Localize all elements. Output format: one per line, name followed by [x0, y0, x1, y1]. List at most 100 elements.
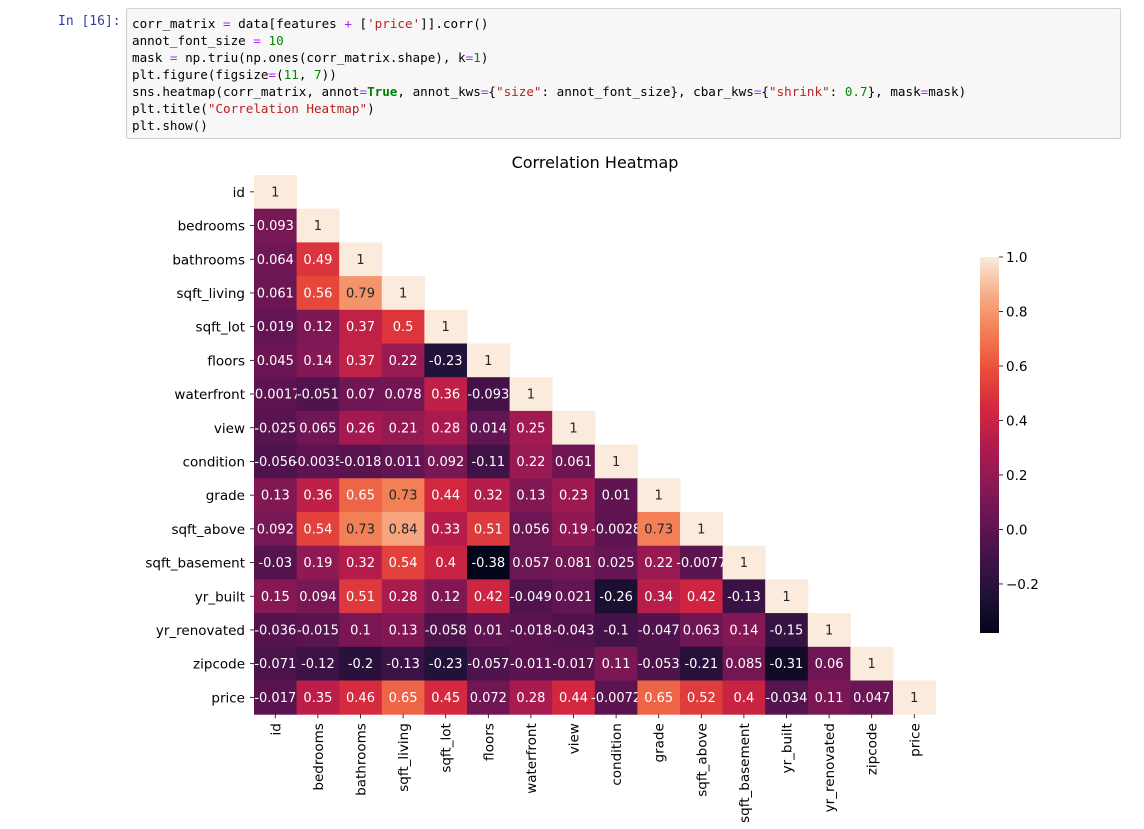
code-token: plt.title( [132, 101, 208, 116]
heatmap-cell-label: 0.42 [474, 590, 503, 605]
heatmap-cell [296, 545, 340, 580]
code-token: = [223, 16, 231, 31]
heatmap-cell [637, 512, 681, 547]
code-token: , [298, 67, 315, 82]
x-tick-label: bedrooms [311, 723, 327, 790]
heatmap-cell [296, 377, 340, 412]
heatmap-cell [765, 613, 809, 648]
heatmap-cell [381, 410, 425, 446]
heatmap-cell [594, 545, 638, 580]
code-token: 11 [283, 67, 299, 82]
heatmap-cell [509, 646, 553, 681]
heatmap-cell [254, 579, 298, 614]
heatmap-cell-label: -0.017 [254, 691, 296, 706]
heatmap-cell-label: 0.025 [597, 556, 634, 571]
heatmap-cell [509, 377, 553, 412]
heatmap-cell-label: 1 [271, 185, 279, 200]
heatmap-cell [424, 512, 468, 547]
code-token: ]].corr() [420, 16, 489, 31]
heatmap-cell-label: 0.37 [346, 354, 375, 369]
code-token: = [268, 67, 277, 82]
heatmap-cell [680, 579, 724, 614]
code-cell[interactable]: corr_matrix = data[features + ['price']]… [126, 8, 1121, 139]
heatmap-cell [467, 478, 511, 513]
heatmap-cell-label: -0.018 [510, 623, 552, 638]
heatmap-cell [594, 478, 638, 513]
heatmap-cell [722, 613, 766, 648]
heatmap-cell-label: 0.11 [602, 657, 631, 672]
heatmap-cell [381, 680, 425, 715]
code-token: plt.figure(figsize [132, 67, 269, 82]
heatmap-cell-label: -0.2 [348, 657, 373, 672]
heatmap-cell [254, 343, 298, 378]
y-tick-label: price [211, 690, 245, 706]
code-token: = [253, 33, 261, 48]
heatmap-cell-label: 0.061 [555, 455, 592, 470]
code-token: , annot_kws [397, 84, 481, 99]
heatmap-cell [296, 579, 340, 614]
heatmap-cell [296, 309, 340, 344]
heatmap-cell-label: 0.32 [346, 556, 375, 571]
heatmap-cell [509, 478, 553, 513]
heatmap-cell-label: 0.4 [734, 691, 755, 706]
heatmap-cell [381, 343, 425, 378]
heatmap-cell [509, 512, 553, 547]
heatmap-cell-label: 0.51 [474, 522, 503, 537]
code-token: + [344, 16, 352, 31]
heatmap-cell [381, 444, 425, 479]
heatmap-cell [893, 680, 937, 715]
heatmap-cell [424, 646, 468, 681]
x-tick-label: sqft_above [694, 723, 710, 797]
colorbar-tick-label: 1.0 [1006, 250, 1027, 266]
code-line: plt.show() [132, 117, 1115, 134]
code-line: sns.heatmap(corr_matrix, annot=True, ann… [132, 83, 1115, 100]
y-tick-label: sqft_lot [196, 320, 245, 336]
heatmap-cell [680, 613, 724, 648]
heatmap-cell-label: 0.35 [303, 691, 332, 706]
code-token: data[features [230, 16, 345, 31]
heatmap-cell [254, 377, 298, 412]
heatmap-cell [637, 613, 681, 648]
heatmap-cell [722, 646, 766, 681]
heatmap-cell-label: 0.28 [431, 421, 460, 436]
code-token: = [753, 84, 762, 99]
heatmap-cell-label: -0.093 [467, 388, 509, 403]
heatmap-cell-label: 0.22 [644, 556, 673, 571]
heatmap-cell [339, 276, 383, 311]
colorbar-gradient [980, 257, 999, 633]
heatmap-cell-label: 0.4 [435, 556, 456, 571]
heatmap-cell [594, 613, 638, 648]
heatmap-cell-label: 0.14 [729, 623, 758, 638]
y-tick-label: bathrooms [172, 252, 245, 268]
heatmap-cell [296, 613, 340, 648]
y-tick-labels: id bedrooms bathrooms sqft_living sqft_lotfl… [145, 185, 254, 706]
heatmap-cell [296, 444, 340, 479]
heatmap-cell-label: 0.65 [389, 691, 418, 706]
heatmap-cell-label: -0.26 [599, 590, 633, 605]
code-token: : [829, 84, 845, 99]
y-tick-label: condition [183, 454, 245, 470]
code-token: ( [276, 67, 284, 82]
heatmap-cell [637, 545, 681, 580]
heatmap-cells: 10.093 10.064 0.49 10.061 0.56 0.79 10.019 0.12… [250, 175, 937, 715]
heatmap-cell-label: -0.051 [297, 388, 339, 403]
heatmap-cell [424, 410, 468, 446]
heatmap-cell-label: -0.0017 [250, 388, 300, 403]
heatmap-cell-label: 0.094 [299, 590, 336, 605]
heatmap-cell [509, 444, 553, 479]
heatmap-cell-label: 1 [569, 421, 577, 436]
heatmap-cell [467, 646, 511, 681]
heatmap-cell-label: -0.056 [254, 455, 296, 470]
heatmap-cell-label: 0.5 [393, 320, 414, 335]
heatmap-cell [254, 208, 298, 243]
heatmap-cell [680, 512, 724, 547]
heatmap-cell [254, 545, 298, 580]
heatmap-cell-label: 0.42 [687, 590, 716, 605]
heatmap-cell-label: -0.047 [638, 623, 680, 638]
heatmap-cell-label: 0.65 [644, 691, 673, 706]
code-token: 7 [314, 67, 322, 82]
heatmap-cell [467, 579, 511, 614]
heatmap-cell-label: -0.13 [386, 657, 420, 672]
x-tick-label: grade [652, 723, 668, 762]
